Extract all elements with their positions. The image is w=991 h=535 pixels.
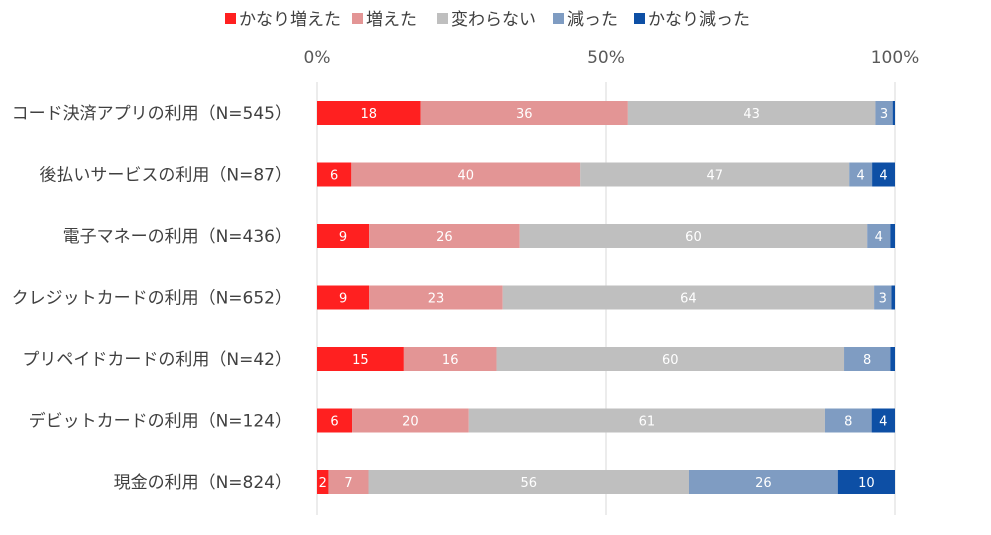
bar-segment — [890, 347, 895, 371]
bar-segment — [420, 101, 628, 125]
bar-segment — [328, 470, 369, 494]
x-tick-label: 50% — [587, 48, 625, 68]
bar-segment — [496, 347, 845, 371]
legend-swatch — [553, 13, 564, 24]
legend-swatch — [352, 13, 363, 24]
bar-segment — [351, 162, 581, 187]
bar-segment — [824, 408, 872, 433]
bar-segment — [867, 224, 891, 248]
legend: かなり増えた 増えた 変わらない 減った かなり減った — [225, 10, 750, 30]
category-label: コード決済アプリの利用（N=545） — [12, 104, 292, 124]
bar-value-label: 60 — [685, 230, 702, 245]
bar-segment — [403, 347, 497, 371]
bar-value-label: 3 — [880, 107, 888, 122]
bar-value-label: 7 — [344, 476, 352, 491]
bar-value-label: 6 — [330, 415, 338, 430]
bar-segment — [844, 347, 891, 371]
bar-value-label: 43 — [743, 107, 760, 122]
bar-segment — [369, 285, 503, 310]
x-tick-label: 100% — [871, 48, 920, 68]
bar-value-label: 56 — [520, 476, 537, 491]
bar-value-label: 61 — [639, 415, 656, 430]
bar-segment — [688, 470, 838, 494]
bar-segment — [627, 101, 876, 125]
bar-segment — [317, 470, 329, 494]
bar-segment — [874, 285, 892, 310]
bar-value-label: 47 — [706, 169, 723, 184]
legend-label: 増えた — [366, 10, 417, 30]
bar-segment — [317, 285, 370, 310]
legend-label: 減った — [567, 10, 618, 30]
bar-value-label: 4 — [879, 415, 887, 430]
bar-value-label: 26 — [436, 230, 453, 245]
bar-value-label: 6 — [330, 169, 338, 184]
bar-segment — [317, 101, 421, 125]
bar-segment — [891, 285, 895, 310]
bar-value-label: 36 — [516, 107, 533, 122]
bar-segment — [368, 470, 689, 494]
bar-value-label: 10 — [858, 476, 875, 491]
bar-segment — [317, 408, 353, 433]
bar-segment — [317, 224, 370, 248]
bar-value-label: 4 — [857, 169, 865, 184]
legend-label: かなり増えた — [239, 10, 341, 30]
bar-value-label: 23 — [428, 292, 445, 307]
bar-value-label: 8 — [863, 353, 871, 368]
bar-value-label: 9 — [339, 292, 347, 307]
legend-label: かなり減った — [648, 10, 750, 30]
bar-segment — [872, 162, 895, 187]
category-label: デビットカードの利用（N=124） — [29, 411, 292, 432]
bar-value-label: 3 — [879, 292, 887, 307]
bar-value-label: 2 — [319, 476, 327, 491]
legend-label: 変わらない — [451, 10, 536, 30]
bar-value-label: 40 — [458, 169, 475, 184]
bar-value-label: 60 — [662, 353, 679, 368]
bar-value-label: 18 — [361, 107, 378, 122]
x-tick-label: 0% — [304, 48, 331, 68]
category-label: プリペイドカードの利用（N=42） — [22, 350, 292, 370]
bar-segment — [502, 285, 875, 310]
bar-value-label: 9 — [339, 230, 347, 245]
bar-value-label: 4 — [879, 169, 887, 184]
bar-segment — [871, 408, 895, 433]
bar-segment — [352, 408, 469, 433]
bars: 18 36 43 36 40 47 4 49 26 60 49 23 64 315 16 60 86 20 61 8 4… — [317, 101, 895, 494]
bar-segment — [890, 224, 895, 248]
bar-segment — [317, 347, 404, 371]
bar-value-label: 20 — [402, 415, 419, 430]
bar-value-label: 8 — [844, 415, 852, 430]
bar-segment — [317, 162, 352, 187]
bar-segment — [849, 162, 873, 187]
bar-value-label: 15 — [352, 353, 369, 368]
bar-value-label: 64 — [680, 292, 697, 307]
category-label: 現金の利用（N=824） — [114, 473, 292, 493]
bar-value-label: 26 — [755, 476, 772, 491]
bar-segment — [580, 162, 850, 187]
category-labels: コード決済アプリの利用（N=545） 後払いサービスの利用（N=87） 電子マネーの… — [12, 104, 292, 493]
x-axis: 0% 50% 100% — [304, 48, 920, 68]
legend-swatch — [225, 13, 236, 24]
bar-segment — [369, 224, 520, 248]
bar-segment — [519, 224, 868, 248]
bar-segment — [892, 101, 895, 125]
legend-swatch — [634, 13, 645, 24]
bar-segment — [468, 408, 825, 433]
bar-segment — [875, 101, 893, 125]
category-label: クレジットカードの利用（N=652） — [12, 289, 292, 309]
bar-value-label: 16 — [442, 353, 459, 368]
bar-segment — [837, 470, 895, 494]
category-label: 電子マネーの利用（N=436） — [63, 227, 292, 247]
bar-value-label: 4 — [875, 230, 883, 245]
legend-swatch — [437, 13, 448, 24]
category-label: 後払いサービスの利用（N=87） — [39, 166, 292, 186]
